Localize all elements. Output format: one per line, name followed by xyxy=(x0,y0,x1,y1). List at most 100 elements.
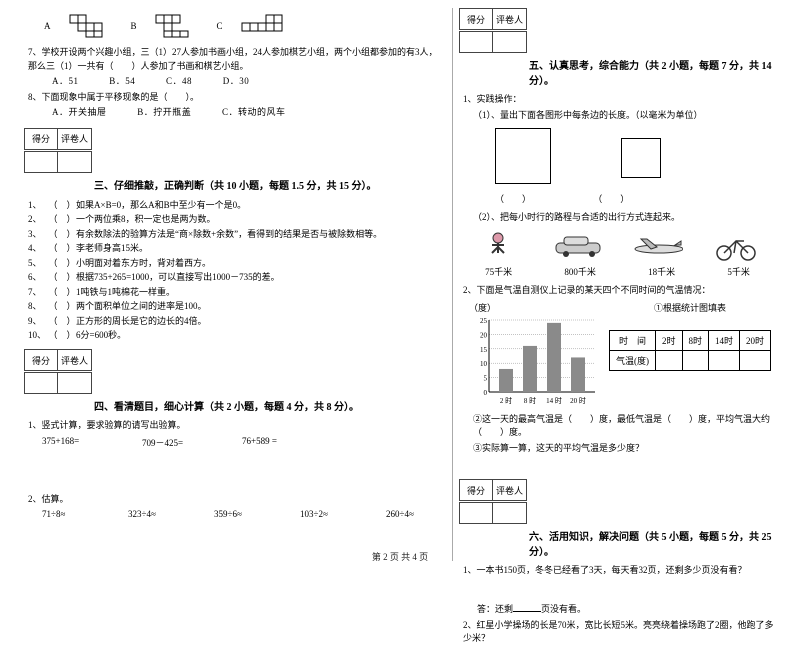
q8-opt-c: C．转动的风车 xyxy=(222,107,286,117)
scorebox-sec5-blank xyxy=(459,31,776,53)
measure-square-large xyxy=(495,128,551,184)
shape-b-label: B xyxy=(131,21,137,31)
td-t1: 2时 xyxy=(656,331,683,351)
bar-chart: 05101520252 时8 时14 时20 时 xyxy=(469,316,599,406)
p1-answer: 答：还剩 页没有看。 xyxy=(477,602,776,615)
tf-item: 6分=600秒。 xyxy=(76,330,126,340)
chart-ylabel: （度） xyxy=(469,301,599,314)
scorebox-sec5: 得分 评卷人 xyxy=(459,8,776,30)
subq3: ③实际算一算，这天的平均气温是多少度？ xyxy=(473,441,776,454)
calc-item: 323÷4≈ xyxy=(128,509,188,519)
car-icon xyxy=(552,231,604,263)
q8-text: 8、下面现象中属于平移现象的是（ ）。 xyxy=(28,91,446,105)
q7-opt-d: D．30 xyxy=(223,76,250,86)
calc-item: 103÷2≈ xyxy=(300,509,360,519)
measure-boxes xyxy=(495,128,776,184)
calc-item: 260÷4≈ xyxy=(386,509,446,519)
tf-item: 根据735+265=1000，可以直接写出1000－735的差。 xyxy=(76,272,280,282)
measure-square-small xyxy=(621,138,661,178)
bicycle-icon xyxy=(710,231,762,263)
q8-opt-a: A．开关抽屉 xyxy=(52,107,107,117)
chart-area: （度） 05101520252 时8 时14 时20 时 ①根据统计图填表 时 … xyxy=(469,301,776,408)
tf-item: 小明面对着东方时，背对着西方。 xyxy=(76,258,211,268)
q7-options: A．51 B．54 C．48 D．30 xyxy=(52,75,446,89)
page-footer: 第 2 页 共 4 页 xyxy=(0,550,800,563)
p1-text: 1、一本书150页，冬冬已经看了3天，每天看32页，还剩多少页没有看？ xyxy=(463,564,776,578)
svg-text:20 时: 20 时 xyxy=(570,396,586,405)
q7-opt-c: C．48 xyxy=(166,76,192,86)
true-false-list: 1、（ ）如果A×B=0，那么A和B中至少有一个是0。 2、（ ）一个两位乘8，… xyxy=(28,198,446,342)
q2-text: 2、下面是气温自测仪上记录的某天四个不同时间的气温情况： xyxy=(463,284,776,298)
svg-text:0: 0 xyxy=(484,389,488,397)
calc-item: 359÷6≈ xyxy=(214,509,274,519)
grader-label: 评卷人 xyxy=(58,128,92,150)
svg-text:5: 5 xyxy=(484,375,488,383)
q1-sub2: （2）、把每小时行的路程与合适的出行方式连起来。 xyxy=(473,211,776,225)
dist-2: 800千米 xyxy=(564,265,596,278)
scorebox-sec6-blank xyxy=(459,502,776,524)
tf-item: 有余数除法的验算方法是“商×除数+余数”，看得到的结果是否与被除数相等。 xyxy=(76,229,382,239)
q1-sub1: （1）、量出下面各图形中每条边的长度。（以毫米为单位） xyxy=(473,109,776,123)
calc-item: 71÷8≈ xyxy=(42,509,102,519)
transport-images xyxy=(459,231,776,263)
section5-title: 五、认真思考，综合能力（共 2 小题，每题 7 分，共 14 分）。 xyxy=(529,57,776,87)
bracket-2[interactable]: （ ） xyxy=(593,194,629,204)
blank-cell[interactable] xyxy=(682,351,709,371)
tf-num: 1、 xyxy=(28,198,48,211)
chart-caption: ①根据统计图填表 xyxy=(609,301,771,314)
calc2-row: 71÷8≈ 323÷4≈ 359÷6≈ 103÷2≈ 260÷4≈ xyxy=(42,509,446,519)
walking-person-icon xyxy=(473,231,525,263)
grader-blank[interactable] xyxy=(58,151,92,173)
ans1-blank[interactable] xyxy=(513,602,541,612)
tf-item: 正方形的周长是它的边长的4倍。 xyxy=(76,316,207,326)
bracket-1[interactable]: （ ） xyxy=(495,194,531,204)
p2-text: 2、红星小学操场的长是70米，宽比长短5米。亮亮绕着操场跑了2圈，他跑了多少米？ xyxy=(463,619,776,646)
score-label: 得分 xyxy=(24,128,58,150)
measure-brackets: （ ） （ ） xyxy=(495,192,776,205)
q7-opt-b: B．54 xyxy=(109,76,135,86)
ans1-suffix: 页没有看。 xyxy=(541,604,586,614)
tf-item: 如果A×B=0，那么A和B中至少有一个是0。 xyxy=(76,200,246,210)
blank-cell[interactable] xyxy=(656,351,683,371)
tf-paren[interactable]: （ ） xyxy=(48,198,76,211)
svg-text:2 时: 2 时 xyxy=(500,396,512,405)
section4-title: 四、看清题目，细心计算（共 2 小题，每题 4 分，共 8 分）。 xyxy=(94,398,446,413)
ans1-prefix: 答：还剩 xyxy=(477,604,513,614)
blank-cell[interactable] xyxy=(709,351,740,371)
svg-text:14 时: 14 时 xyxy=(546,396,562,405)
scorebox-sec6: 得分 评卷人 xyxy=(459,479,776,501)
calc-item: 76+589 = xyxy=(242,436,302,449)
q1-label: 1、实践操作： xyxy=(463,93,776,107)
shape-a-label: A xyxy=(44,21,51,31)
shape-options: A B C xyxy=(44,14,446,38)
shape-c-icon xyxy=(241,14,285,38)
svg-text:15: 15 xyxy=(480,346,488,354)
dist-1: 75千米 xyxy=(485,265,512,278)
transport-labels: 75千米 800千米 18千米 5千米 xyxy=(459,265,776,278)
svg-text:10: 10 xyxy=(480,360,488,368)
scorebox-sec3: 得分 评卷人 xyxy=(24,128,446,150)
tf-item: 李老师身高15米。 xyxy=(76,243,148,253)
score-blank[interactable] xyxy=(24,151,58,173)
shape-b-icon xyxy=(155,14,199,38)
dist-3: 18千米 xyxy=(648,265,675,278)
shape-a-icon xyxy=(69,14,113,38)
section3-title: 三、仔细推敲，正确判断（共 10 小题，每题 1.5 分，共 15 分）。 xyxy=(94,177,446,192)
blank-cell[interactable] xyxy=(740,351,771,371)
svg-text:25: 25 xyxy=(480,317,488,325)
calc1-row: 375+168= 709－425= 76+589 = xyxy=(42,436,446,449)
tf-item: 1吨铁与1吨棉花一样重。 xyxy=(76,287,175,297)
tf-item: 两个面积单位之间的进率是100。 xyxy=(76,301,207,311)
subq2: ②这一天的最高气温是（ ）度，最低气温是（ ）度，平均气温大约（ ）度。 xyxy=(473,412,776,438)
calc-item: 709－425= xyxy=(142,436,202,449)
scorebox-sec4: 得分 评卷人 xyxy=(24,349,446,371)
scorebox-sec3-blank xyxy=(24,151,446,173)
td-t4: 20时 xyxy=(740,331,771,351)
td-t2: 8时 xyxy=(682,331,709,351)
scorebox-sec4-blank xyxy=(24,372,446,394)
td-t3: 14时 xyxy=(709,331,740,351)
th-time: 时 间 xyxy=(610,331,656,351)
calc1-label: 1、竖式计算，要求验算的请写出验算。 xyxy=(28,419,446,433)
q7-text: 7、学校开设两个兴趣小组，三（1）27人参加书画小组，24人参加棋艺小组，两个小… xyxy=(28,46,446,73)
th-temp: 气温(度) xyxy=(610,351,656,371)
